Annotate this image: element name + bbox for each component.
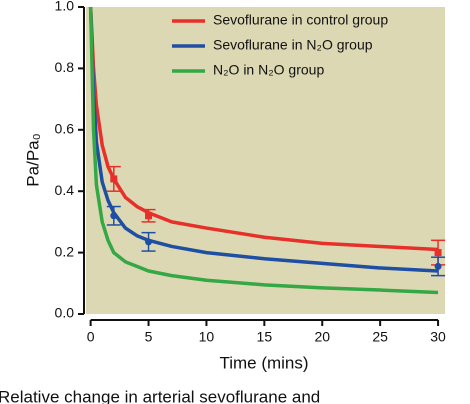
x-tick-label: 0 [87, 329, 95, 345]
x-tick-label: 15 [257, 329, 273, 345]
x-tick-label: 5 [145, 329, 153, 345]
legend-label: Sevoflurane in N₂O group [213, 37, 373, 53]
data-point [434, 262, 442, 270]
series-line [88, 6, 439, 273]
y-tick-label: 0.4 [55, 182, 75, 198]
y-tick-label: 0.8 [55, 59, 75, 75]
y-tick-label: 0.2 [55, 243, 75, 259]
x-tick-label: 20 [314, 329, 330, 345]
data-point [145, 238, 153, 246]
caption: Relative change in arterial sevoflurane … [0, 387, 320, 404]
y-axis-title: Pa/Pa₀ [23, 133, 42, 186]
legend-label: Sevoflurane in control group [213, 12, 388, 28]
data-point [110, 175, 118, 183]
data-point [434, 249, 442, 257]
x-tick-label: 30 [430, 329, 446, 345]
x-tick-label: 10 [199, 329, 215, 345]
y-tick-label: 1.0 [55, 0, 75, 14]
y-tick-label: 0.0 [55, 305, 75, 321]
series-line [88, 6, 439, 295]
data-point [110, 212, 118, 220]
y-tick-label: 0.6 [55, 121, 75, 137]
x-axis-title: Time (mins) [219, 353, 308, 372]
legend-label: N₂O in N₂O group [213, 62, 324, 78]
plot-background [86, 7, 445, 314]
series-line [88, 6, 439, 252]
data-point [145, 212, 153, 220]
x-tick-label: 25 [372, 329, 388, 345]
